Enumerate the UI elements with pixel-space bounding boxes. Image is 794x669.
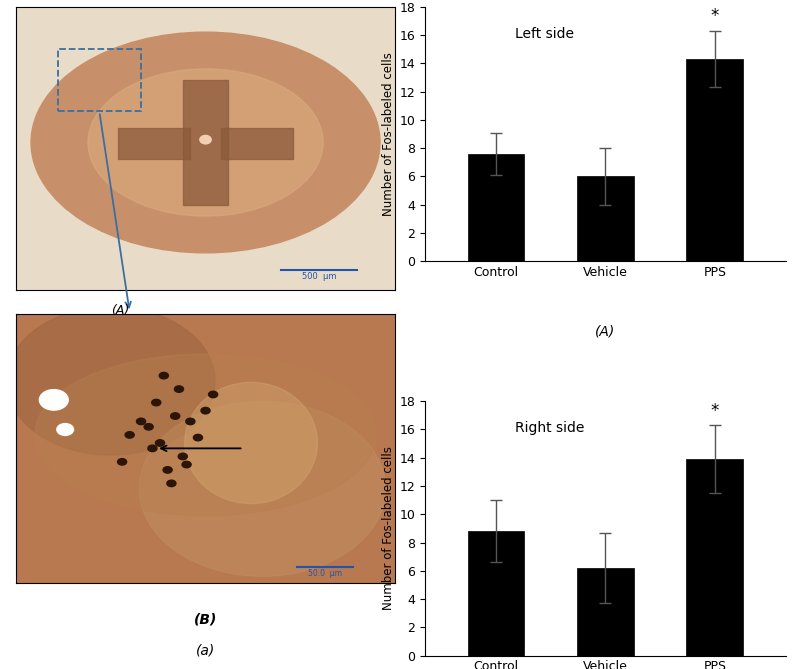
- Circle shape: [201, 407, 210, 414]
- Circle shape: [57, 423, 74, 436]
- Ellipse shape: [139, 401, 386, 577]
- Ellipse shape: [88, 69, 323, 216]
- Bar: [183, 80, 229, 205]
- Circle shape: [137, 418, 145, 425]
- Bar: [687, 459, 743, 656]
- Text: (A): (A): [110, 304, 129, 316]
- Text: *: *: [711, 7, 719, 25]
- Text: *: *: [711, 401, 719, 419]
- Circle shape: [186, 418, 195, 425]
- Bar: [221, 128, 293, 159]
- Circle shape: [118, 459, 126, 465]
- Circle shape: [40, 389, 68, 410]
- Circle shape: [160, 373, 168, 379]
- Ellipse shape: [31, 32, 380, 253]
- Circle shape: [156, 440, 164, 446]
- Text: (A): (A): [596, 324, 615, 339]
- Circle shape: [152, 399, 160, 406]
- Circle shape: [144, 423, 153, 430]
- Bar: [468, 531, 524, 656]
- Y-axis label: Number of Fos-labeled cells: Number of Fos-labeled cells: [382, 52, 395, 216]
- Circle shape: [148, 445, 157, 452]
- Bar: [687, 59, 743, 261]
- Circle shape: [200, 135, 211, 144]
- Bar: [468, 154, 524, 261]
- Ellipse shape: [185, 383, 318, 504]
- Text: (b): (b): [582, 638, 601, 652]
- Circle shape: [125, 432, 134, 438]
- Text: (a): (a): [196, 644, 215, 658]
- Bar: [58, 49, 141, 111]
- Y-axis label: Number of Fos-labeled cells: Number of Fos-labeled cells: [382, 446, 395, 610]
- Circle shape: [194, 434, 202, 441]
- Text: 50.0  μm: 50.0 μm: [308, 569, 342, 578]
- Ellipse shape: [6, 307, 215, 455]
- Text: 500  μm: 500 μm: [302, 272, 337, 281]
- Circle shape: [167, 480, 176, 486]
- Bar: [577, 177, 634, 261]
- Circle shape: [171, 413, 179, 419]
- Ellipse shape: [35, 354, 376, 516]
- Text: Left side: Left side: [515, 27, 574, 41]
- Bar: [577, 568, 634, 656]
- Circle shape: [175, 386, 183, 392]
- Bar: [118, 128, 191, 159]
- Text: Right side: Right side: [515, 421, 584, 436]
- Circle shape: [182, 462, 191, 468]
- Circle shape: [163, 467, 172, 473]
- Text: (B): (B): [194, 612, 218, 626]
- Circle shape: [178, 453, 187, 460]
- Circle shape: [209, 391, 218, 397]
